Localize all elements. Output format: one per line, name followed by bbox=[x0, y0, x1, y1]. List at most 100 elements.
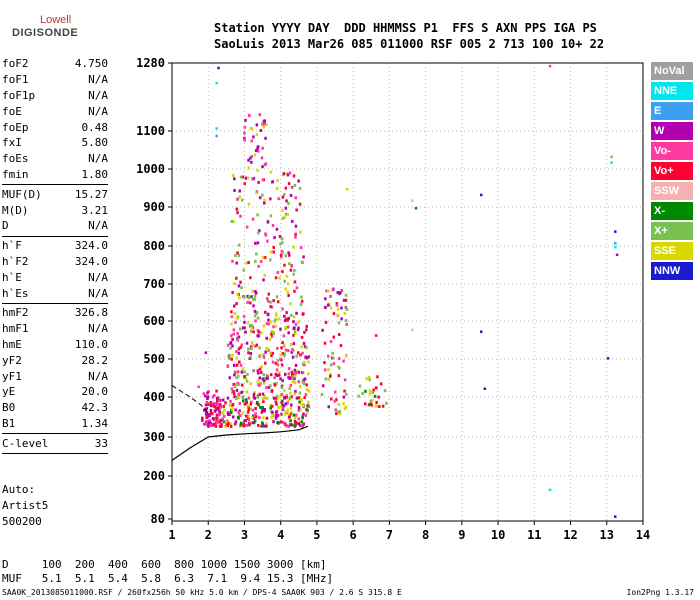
echo-point bbox=[224, 424, 227, 428]
echo-point bbox=[239, 363, 243, 367]
echo-point bbox=[261, 397, 265, 401]
echo-point bbox=[257, 231, 260, 235]
param-separator bbox=[2, 302, 108, 304]
isolated-echo-point bbox=[215, 134, 218, 138]
echo-point bbox=[204, 394, 207, 398]
color-legend: NoVal NNE E W Vo- Vo+ SSW X- X+ SSE NNW bbox=[651, 62, 693, 282]
echo-point bbox=[248, 324, 252, 328]
isolated-echo-point bbox=[215, 81, 218, 85]
echo-point bbox=[222, 420, 226, 424]
echo-point bbox=[305, 356, 308, 360]
echo-point bbox=[249, 156, 252, 160]
echo-point bbox=[281, 403, 284, 407]
echo-point bbox=[342, 395, 346, 399]
echo-point bbox=[262, 324, 265, 328]
echo-point bbox=[209, 422, 213, 426]
echo-point bbox=[241, 367, 245, 371]
echo-point bbox=[369, 401, 373, 405]
echo-point bbox=[334, 390, 337, 394]
echo-point bbox=[283, 412, 287, 416]
echo-point bbox=[327, 405, 330, 409]
echo-point bbox=[286, 282, 290, 286]
echo-point bbox=[230, 322, 233, 326]
echo-point bbox=[287, 367, 291, 371]
echo-point bbox=[276, 374, 279, 377]
echo-point bbox=[370, 403, 373, 407]
echo-point bbox=[291, 373, 294, 377]
echo-point bbox=[342, 359, 345, 363]
echo-point bbox=[269, 305, 272, 309]
param-value: 4.750 bbox=[74, 57, 108, 71]
echo-point bbox=[262, 278, 265, 282]
echo-point bbox=[249, 352, 253, 355]
echo-point bbox=[275, 368, 279, 372]
echo-point bbox=[289, 412, 292, 416]
echo-point bbox=[338, 412, 341, 416]
echo-point bbox=[243, 375, 246, 378]
echo-point bbox=[246, 294, 249, 298]
echo-point bbox=[269, 214, 273, 218]
echo-point bbox=[266, 347, 269, 351]
param-value: N/A bbox=[88, 152, 108, 166]
echo-point bbox=[274, 312, 278, 316]
echo-point bbox=[238, 195, 241, 199]
echo-point bbox=[378, 405, 381, 408]
echo-point bbox=[281, 208, 284, 212]
echo-point bbox=[269, 258, 272, 262]
echo-point bbox=[342, 402, 345, 406]
echo-point bbox=[201, 418, 204, 422]
echo-point bbox=[226, 364, 230, 368]
echo-point bbox=[236, 338, 239, 342]
echo-point bbox=[331, 288, 335, 292]
echo-point bbox=[204, 411, 208, 415]
echo-point bbox=[284, 317, 288, 321]
echo-point bbox=[258, 367, 262, 371]
echo-point bbox=[279, 357, 282, 361]
echo-point bbox=[290, 376, 293, 380]
echo-point bbox=[261, 165, 264, 169]
echo-point bbox=[256, 147, 259, 151]
echo-point bbox=[264, 361, 267, 365]
echo-point bbox=[209, 408, 213, 412]
echo-point bbox=[256, 379, 260, 383]
echo-point bbox=[262, 353, 265, 357]
x-tick-label: 10 bbox=[491, 528, 505, 542]
echo-point bbox=[246, 321, 250, 325]
param-value: 20.0 bbox=[81, 385, 109, 399]
echo-point bbox=[283, 352, 286, 356]
param-row: h`F2 324.0 bbox=[2, 254, 108, 270]
echo-point bbox=[331, 351, 334, 355]
echo-point bbox=[303, 377, 306, 381]
echo-point bbox=[238, 409, 241, 413]
echo-point bbox=[281, 341, 284, 345]
echo-point bbox=[279, 327, 282, 331]
echo-point bbox=[252, 392, 256, 396]
echo-point bbox=[294, 332, 297, 335]
echo-point bbox=[275, 186, 279, 190]
echo-point bbox=[364, 402, 367, 406]
echo-point bbox=[320, 393, 324, 396]
echo-point bbox=[269, 170, 273, 174]
echo-point bbox=[297, 326, 300, 330]
echo-point bbox=[269, 403, 272, 407]
echo-point bbox=[276, 346, 279, 350]
echo-point bbox=[255, 291, 258, 295]
echo-point bbox=[293, 289, 296, 293]
echo-point bbox=[263, 201, 266, 205]
echo-point bbox=[252, 177, 256, 180]
echo-point bbox=[226, 424, 230, 427]
echo-point bbox=[289, 342, 293, 346]
echo-point bbox=[277, 300, 280, 304]
echo-point bbox=[275, 381, 278, 385]
echo-point bbox=[251, 217, 255, 221]
echo-point bbox=[279, 353, 283, 357]
echo-point bbox=[262, 416, 265, 420]
echo-point bbox=[237, 335, 241, 339]
echo-point bbox=[244, 398, 248, 402]
echo-point bbox=[266, 220, 270, 224]
param-row: M(D) 3.21 bbox=[2, 202, 108, 218]
echo-point bbox=[252, 416, 255, 420]
echo-point bbox=[321, 384, 325, 388]
param-value: 33 bbox=[94, 436, 108, 450]
echo-point bbox=[329, 295, 332, 298]
